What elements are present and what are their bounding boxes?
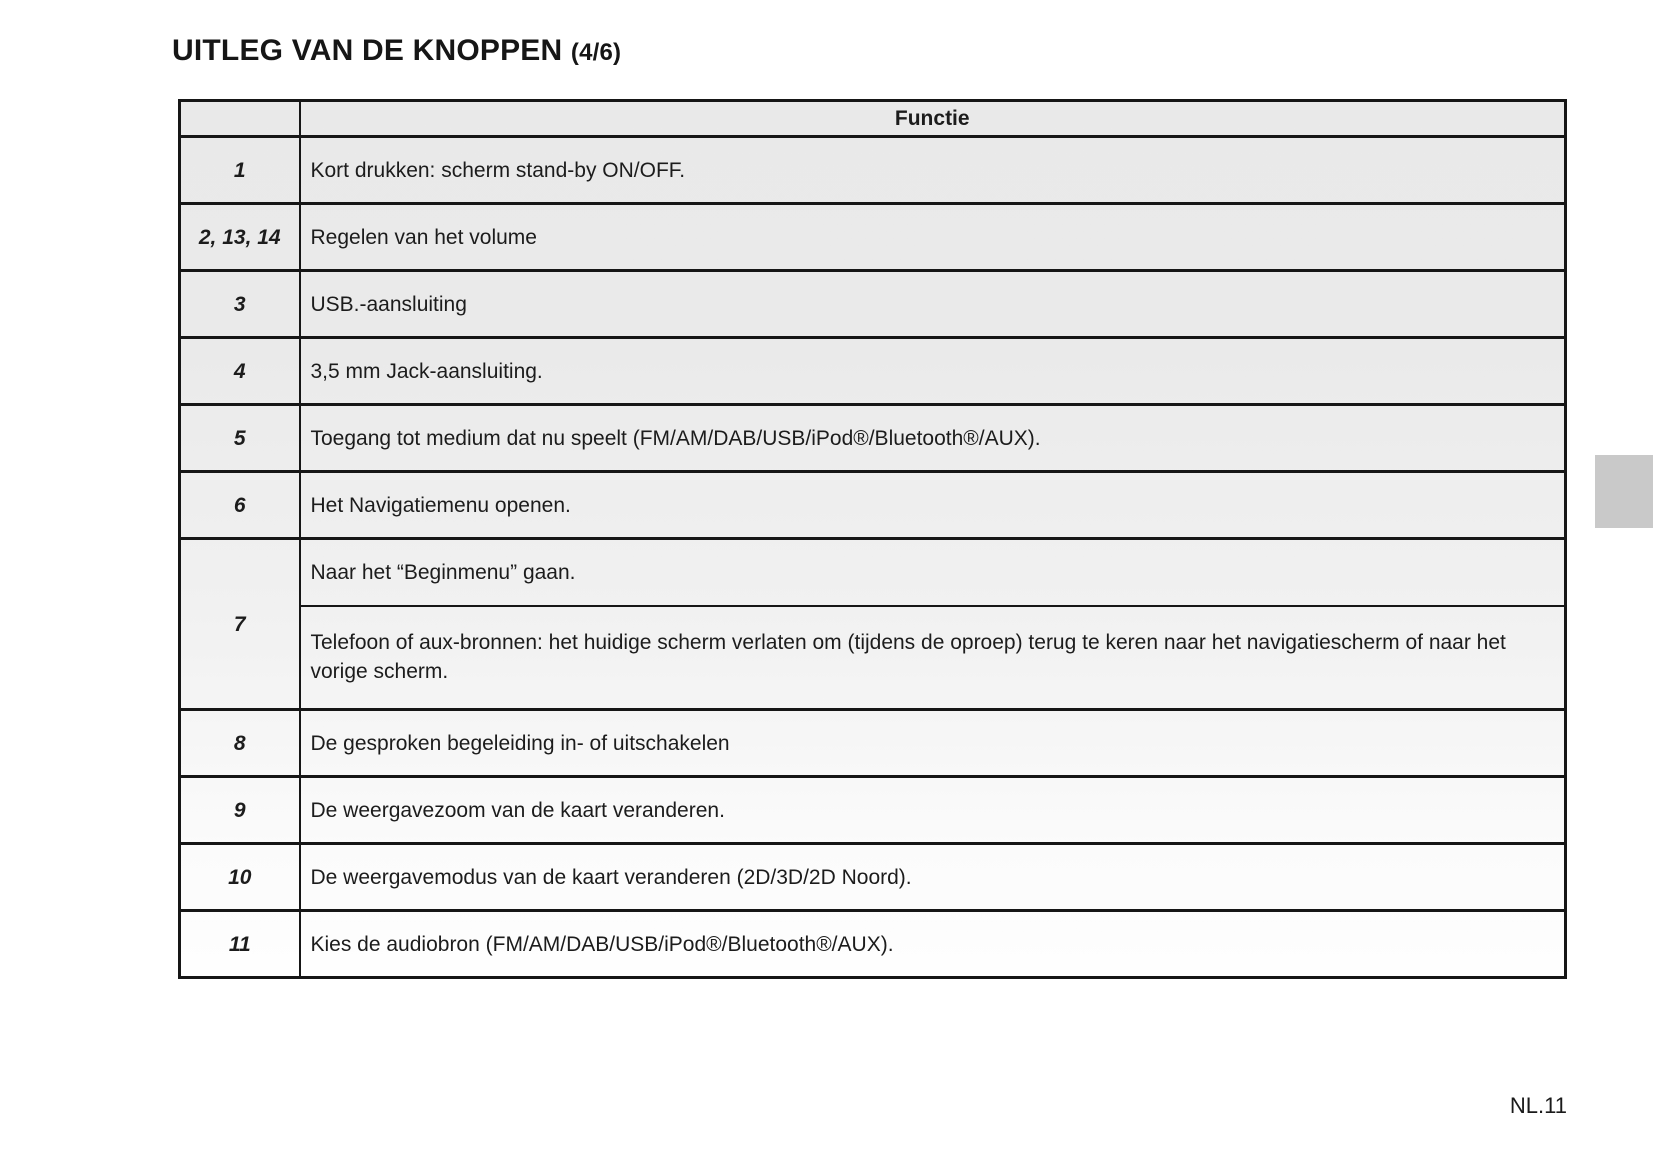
table-row: 7 Naar het “Beginmenu” gaan. bbox=[178, 537, 1567, 711]
row-key-cell: 7 bbox=[178, 537, 301, 711]
table-row: 5 Toegang tot medium dat nu speelt (FM/A… bbox=[178, 403, 1567, 473]
table-row: 10 De weergavemodus van de kaart verande… bbox=[178, 842, 1567, 912]
table-subrow: Telefoon of aux-bronnen: het huidige sch… bbox=[180, 604, 1567, 711]
row-function-cell: 3,5 mm Jack-aansluiting. bbox=[298, 336, 1567, 406]
row-function-cell: Het Navigatiemenu openen. bbox=[298, 470, 1567, 540]
table-row: 11 Kies de audiobron (FM/AM/DAB/USB/iPod… bbox=[178, 909, 1567, 979]
table-row: 3 USB.-aansluiting bbox=[178, 269, 1567, 339]
row-function-cell: Kies de audiobron (FM/AM/DAB/USB/iPod®/B… bbox=[298, 909, 1567, 979]
functions-table: Functie 1 Kort drukken: scherm stand-by … bbox=[178, 99, 1567, 979]
row-key-cell: 11 bbox=[178, 909, 301, 979]
table-row: 6 Het Navigatiemenu openen. bbox=[178, 470, 1567, 540]
row-key-cell: 8 bbox=[178, 708, 301, 778]
row-function-cell: Naar het “Beginmenu” gaan. bbox=[298, 537, 1567, 607]
table-row: 2, 13, 14 Regelen van het volume bbox=[178, 202, 1567, 272]
header-function-cell: Functie bbox=[298, 99, 1567, 138]
chapter-edge-tab bbox=[1595, 455, 1653, 528]
page-title-main: UITLEG VAN DE KNOPPEN bbox=[172, 34, 563, 67]
row-function-cell: De weergavemodus van de kaart veranderen… bbox=[298, 842, 1567, 912]
row-function-cell: Regelen van het volume bbox=[298, 202, 1567, 272]
row-function-cell: Toegang tot medium dat nu speelt (FM/AM/… bbox=[298, 403, 1567, 473]
row-key-cell: 5 bbox=[178, 403, 301, 473]
row-key-cell: 9 bbox=[178, 775, 301, 845]
row-function-cell: Telefoon of aux-bronnen: het huidige sch… bbox=[298, 604, 1567, 711]
row-key-cell: 10 bbox=[178, 842, 301, 912]
table-row: 9 De weergavezoom van de kaart verandere… bbox=[178, 775, 1567, 845]
row-function-cell: De weergavezoom van de kaart veranderen. bbox=[298, 775, 1567, 845]
row-key-cell: 3 bbox=[178, 269, 301, 339]
page-title-suffix: (4/6) bbox=[570, 39, 622, 66]
row-key-cell: 2, 13, 14 bbox=[178, 202, 301, 272]
table-row: 4 3,5 mm Jack-aansluiting. bbox=[178, 336, 1567, 406]
row-key-cell: 6 bbox=[178, 470, 301, 540]
row-key-cell: 4 bbox=[178, 336, 301, 406]
row-function-cell: Kort drukken: scherm stand-by ON/OFF. bbox=[298, 135, 1567, 205]
header-key-cell bbox=[178, 99, 301, 138]
table-row: 1 Kort drukken: scherm stand-by ON/OFF. bbox=[178, 135, 1567, 205]
table-header-row: Functie bbox=[178, 99, 1567, 138]
row-function-cell: De gesproken begeleiding in- of uitschak… bbox=[298, 708, 1567, 778]
page-title: UITLEG VAN DE KNOPPEN (4/6) bbox=[172, 34, 621, 68]
row-function-cell: USB.-aansluiting bbox=[298, 269, 1567, 339]
table-row: 8 De gesproken begeleiding in- of uitsch… bbox=[178, 708, 1567, 778]
page-number: NL.11 bbox=[1509, 1093, 1567, 1118]
row-key-cell: 1 bbox=[178, 135, 301, 205]
